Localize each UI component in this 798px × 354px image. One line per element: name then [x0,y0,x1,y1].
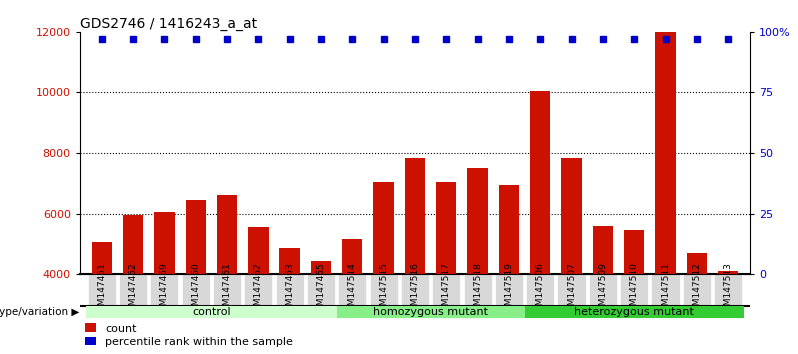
FancyBboxPatch shape [119,274,147,306]
Bar [624,230,645,354]
FancyBboxPatch shape [150,274,179,306]
Bar [468,168,488,354]
Bar [248,227,268,354]
Text: homozygous mutant: homozygous mutant [373,307,488,317]
FancyBboxPatch shape [464,274,492,306]
Bar [92,242,112,354]
Text: GSM147452: GSM147452 [128,263,137,317]
Bar [687,253,707,354]
Text: GDS2746 / 1416243_a_at: GDS2746 / 1416243_a_at [80,17,257,31]
FancyBboxPatch shape [369,274,397,306]
FancyBboxPatch shape [524,306,744,318]
Bar [530,91,551,354]
FancyBboxPatch shape [589,274,617,306]
Bar [655,32,676,354]
FancyBboxPatch shape [683,274,711,306]
FancyBboxPatch shape [526,274,555,306]
Text: control: control [192,307,231,317]
FancyBboxPatch shape [433,274,460,306]
FancyBboxPatch shape [620,274,648,306]
FancyBboxPatch shape [401,274,429,306]
Text: genotype/variation ▶: genotype/variation ▶ [0,307,79,317]
Text: GSM147461: GSM147461 [223,263,231,317]
Text: GSM147515: GSM147515 [379,262,388,317]
Text: GSM147513: GSM147513 [724,262,733,317]
Text: GSM147518: GSM147518 [473,262,482,317]
Text: GSM147510: GSM147510 [630,262,638,317]
Text: heterozygous mutant: heterozygous mutant [575,307,694,317]
FancyBboxPatch shape [213,274,241,306]
FancyBboxPatch shape [275,274,304,306]
FancyBboxPatch shape [524,306,744,318]
FancyBboxPatch shape [338,274,366,306]
Bar [718,271,738,354]
FancyBboxPatch shape [337,306,524,318]
Text: GSM147507: GSM147507 [567,262,576,317]
Bar [562,158,582,354]
FancyBboxPatch shape [495,274,523,306]
FancyBboxPatch shape [86,306,337,318]
Bar [154,212,175,354]
FancyBboxPatch shape [651,274,680,306]
Bar [593,226,613,354]
Bar [436,182,456,354]
Bar [185,200,206,354]
Text: GSM147512: GSM147512 [693,263,701,317]
Text: GSM147463: GSM147463 [285,263,294,317]
Text: GSM147517: GSM147517 [442,262,451,317]
Bar [405,158,425,354]
Bar [342,239,362,354]
Text: GSM147511: GSM147511 [661,262,670,317]
Bar [217,195,237,354]
Text: GSM147516: GSM147516 [410,262,420,317]
Text: GSM147519: GSM147519 [504,262,513,317]
FancyBboxPatch shape [86,306,337,318]
FancyBboxPatch shape [714,274,742,306]
Text: GSM147460: GSM147460 [192,263,200,317]
Bar [123,215,143,354]
FancyBboxPatch shape [307,274,335,306]
Bar [499,185,519,354]
Bar [373,182,394,354]
Text: GSM147451: GSM147451 [97,263,106,317]
Text: GSM147509: GSM147509 [598,262,607,317]
Bar [310,261,331,354]
Text: GSM147514: GSM147514 [348,263,357,317]
FancyBboxPatch shape [182,274,210,306]
FancyBboxPatch shape [558,274,586,306]
FancyBboxPatch shape [337,306,524,318]
Text: GSM147462: GSM147462 [254,263,263,317]
FancyBboxPatch shape [244,274,272,306]
Legend: count, percentile rank within the sample: count, percentile rank within the sample [85,324,293,347]
Text: GSM147465: GSM147465 [317,263,326,317]
Text: GSM147459: GSM147459 [160,263,169,317]
Bar [279,249,300,354]
FancyBboxPatch shape [88,274,116,306]
Text: GSM147506: GSM147506 [535,262,545,317]
